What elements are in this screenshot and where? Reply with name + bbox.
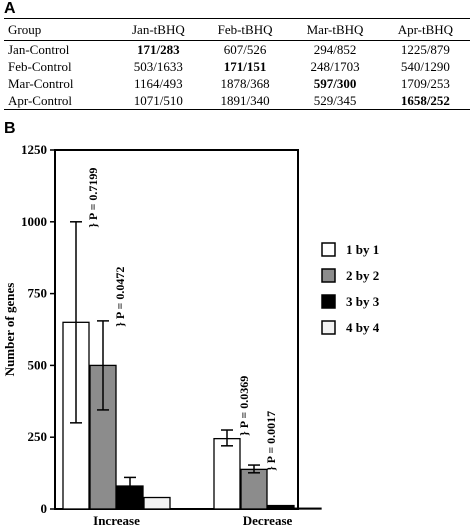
bar <box>116 485 144 510</box>
gene-table: Group Jan-tBHQ Feb-tBHQ Mar-tBHQ Apr-tBH… <box>4 18 470 110</box>
category-label: Decrease <box>243 513 293 527</box>
bar <box>267 504 295 510</box>
row-group-label: Mar-Control <box>8 76 74 91</box>
table-row: Feb-Control 503/1633 171/151 248/1703 540/12… <box>4 58 470 75</box>
legend-swatch <box>321 294 336 309</box>
table-cell: 294/852 <box>313 42 357 57</box>
table-cell: 1891/340 <box>200 92 290 110</box>
table-cell: 503/1633 <box>133 59 183 74</box>
y-axis-label: Number of genes <box>2 283 17 377</box>
legend-label: 2 by 2 <box>346 268 379 283</box>
legend-label: 3 by 3 <box>346 294 380 309</box>
legend-swatch <box>321 268 336 283</box>
y-tick-label: 0 <box>41 501 48 516</box>
table-row: Apr-Control 1071/510 1891/340 529/345 1658/2… <box>4 92 470 110</box>
row-group-label: Apr-Control <box>4 92 116 110</box>
legend-label: 4 by 4 <box>346 320 380 335</box>
table-cell: 529/345 <box>289 92 381 110</box>
header-group: Group <box>4 18 116 41</box>
table-row: Mar-Control 1164/493 1878/368 597/300 1709/2… <box>4 75 470 92</box>
panel-a-label: A <box>4 0 16 17</box>
header-mar: Mar-tBHQ <box>289 18 381 41</box>
table-cell: 1658/252 <box>380 92 470 110</box>
y-tick-label: 1250 <box>21 142 47 157</box>
table-header-row: Group Jan-tBHQ Feb-tBHQ Mar-tBHQ Apr-tBH… <box>4 18 470 41</box>
table-cell: 607/526 <box>223 42 267 57</box>
plot-frame <box>54 149 299 510</box>
p-value-annotation: } P = 0.7199 <box>86 168 100 228</box>
table-cell: 171/283 <box>137 42 180 57</box>
bar <box>240 468 268 510</box>
table-cell: 171/151 <box>223 59 267 74</box>
category-label: Increase <box>93 513 140 527</box>
bar <box>213 437 241 510</box>
table-cell: 597/300 <box>313 76 357 91</box>
y-tick-label: 1000 <box>21 214 47 229</box>
table-cell: 1071/510 <box>115 92 201 110</box>
header-apr: Apr-tBHQ <box>380 18 470 41</box>
y-tick-label: 750 <box>28 286 48 301</box>
table-cell: 1225/879 <box>400 42 450 57</box>
y-tick-label: 250 <box>28 429 48 444</box>
p-value-annotation: } P = 0.0017 <box>264 411 278 471</box>
table-cell: 1164/493 <box>134 76 183 91</box>
table-row: Jan-Control 171/283 607/526 294/852 1225/879 <box>4 41 470 59</box>
legend-swatch <box>321 242 336 257</box>
legend-label: 1 by 1 <box>346 242 379 257</box>
row-group-label: Jan-Control <box>8 42 70 57</box>
p-value-annotation: } P = 0.0472 <box>113 267 127 327</box>
header-feb: Feb-tBHQ <box>200 18 290 41</box>
table-cell: 1878/368 <box>220 76 270 91</box>
legend-swatch <box>321 320 336 335</box>
y-tick-label: 500 <box>28 357 48 372</box>
bar <box>143 496 171 510</box>
header-jan: Jan-tBHQ <box>115 18 201 41</box>
table-cell: 248/1703 <box>310 59 360 74</box>
row-group-label: Feb-Control <box>8 59 72 74</box>
table-cell: 1709/253 <box>400 76 450 91</box>
p-value-annotation: } P = 0.0369 <box>237 376 251 436</box>
bar <box>294 507 322 510</box>
panel-b-label: B <box>4 120 16 137</box>
table-cell: 540/1290 <box>400 59 450 74</box>
